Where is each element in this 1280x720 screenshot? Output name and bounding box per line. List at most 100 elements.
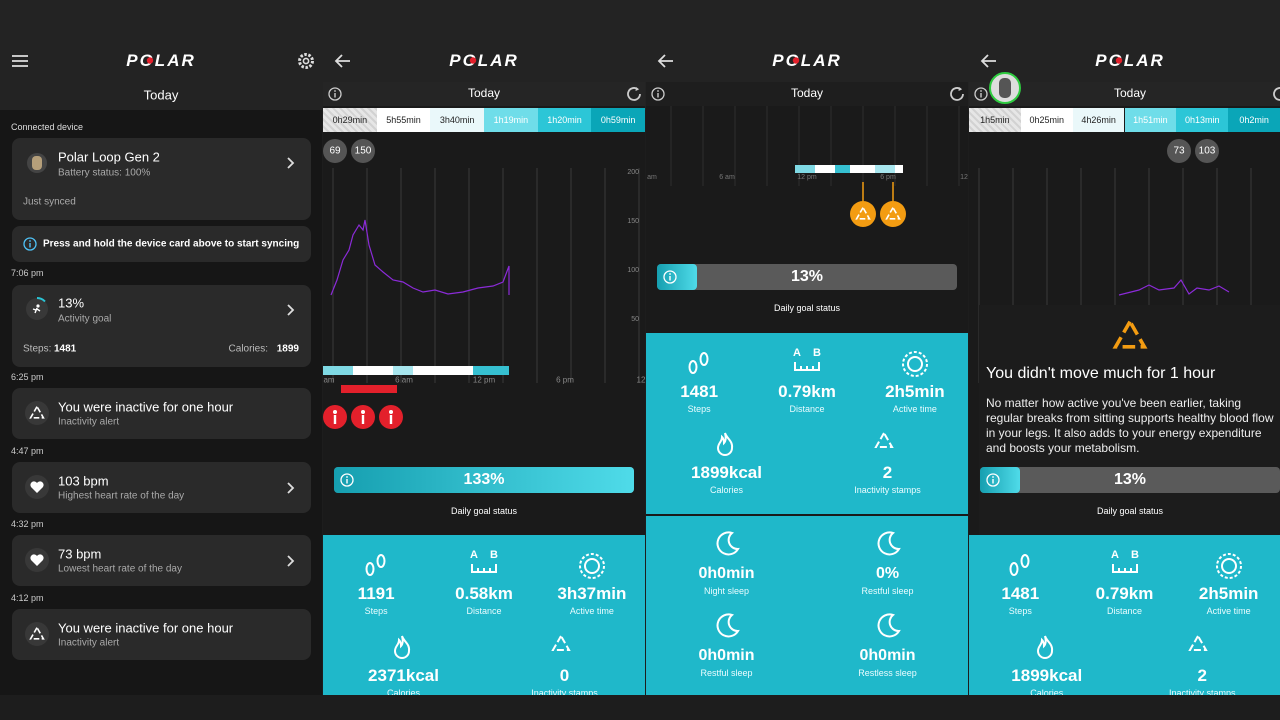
zone-cell [376, 108, 431, 132]
zone-time: 0h59min [600, 114, 636, 125]
panel-title: Today [790, 86, 824, 101]
activity-card[interactable] [12, 285, 311, 367]
device-name: Polar Loop Gen 2 [58, 149, 160, 165]
x-axis-label: 6 am [719, 173, 735, 181]
zone-time: 1h20min [547, 114, 582, 125]
zone-time: 4h26min [1081, 114, 1116, 125]
info-icon[interactable] [651, 87, 665, 101]
event-icon [25, 475, 49, 499]
active-time-icon [578, 553, 605, 579]
x-axis-label: 12 [636, 375, 646, 385]
steps-icon [688, 352, 709, 374]
zone-time: 5h55min [386, 114, 421, 125]
sync-button[interactable] [1271, 85, 1280, 103]
info-icon[interactable] [663, 270, 677, 284]
sleep-icon [877, 531, 901, 556]
distance-letter: A [470, 549, 478, 561]
hr-line [1118, 278, 1230, 296]
active-time-icon [901, 351, 928, 377]
sync-button[interactable] [948, 85, 966, 103]
logo-text: POLAR [1095, 51, 1165, 70]
stat-label: Steps [1008, 605, 1032, 616]
event-subtitle: Inactivity alert [58, 416, 120, 428]
sync-button[interactable] [625, 85, 643, 103]
bottom-bar [0, 695, 1280, 720]
stat-label: Active time [892, 403, 937, 414]
chevron [287, 304, 295, 316]
inactivity-marker [323, 405, 347, 429]
steps-label: Steps: [23, 343, 52, 355]
stat-value: 2h5min [885, 382, 945, 402]
goal-track [657, 264, 957, 290]
info-icon[interactable] [23, 237, 37, 251]
event-card [12, 388, 311, 439]
device-card[interactable] [12, 138, 311, 220]
distance-letter: A [793, 347, 801, 359]
event-icon [25, 548, 49, 572]
stat-label: Calories [386, 687, 421, 698]
info-icon[interactable] [340, 473, 354, 487]
stat-label: Distance [466, 605, 502, 616]
distance-letter: A [1111, 549, 1119, 561]
panel-title: Today [1113, 86, 1147, 101]
device-avatar [989, 72, 1021, 104]
distance-letter: B [1131, 549, 1139, 561]
back-button[interactable] [334, 54, 351, 68]
event-card[interactable] [12, 535, 311, 586]
back-button[interactable] [980, 54, 997, 68]
y-axis-label: 100 [627, 266, 639, 274]
zone-cell [1176, 108, 1229, 132]
event-subtitle: Inactivity alert [58, 637, 120, 649]
zone-time: 0h2min [1239, 114, 1269, 125]
zone-cell [430, 108, 484, 132]
menu-button[interactable] [12, 55, 28, 67]
goal-percent: 13% [790, 267, 824, 285]
event-card[interactable] [12, 462, 311, 513]
zone-time: 0h13min [1184, 114, 1220, 125]
popup-body: No matter how active you've been earlier… [986, 396, 1274, 455]
stat-value: 1481 [1001, 584, 1040, 604]
activity-strip [323, 366, 509, 375]
zone-time: 1h51min [1133, 114, 1168, 125]
stat-value: 1899kcal [691, 463, 762, 483]
steps-icon [365, 554, 386, 576]
popup-icon [1112, 317, 1148, 349]
x-axis-label: 6 pm [880, 173, 896, 181]
event-title: 73 bpm [58, 546, 102, 562]
stat-value: 2371kcal [368, 666, 439, 686]
logo-text: POLAR [772, 51, 842, 70]
sleep-value: 0h0min [698, 564, 755, 582]
stat-value: 0.79km [1095, 584, 1154, 604]
logo-dot [792, 57, 800, 64]
x-axis-label: 12 pm [797, 173, 817, 181]
alert-line [892, 182, 894, 202]
y-axis-label: 200 [627, 168, 639, 176]
stat-label: Inactivity stamps [531, 687, 598, 698]
stat-value: 2 [882, 463, 893, 483]
hint-text: Press and hold the device card above to … [43, 238, 300, 250]
device-battery: Battery status: 100% [58, 167, 151, 179]
sleep-label: Restless sleep [858, 667, 917, 678]
event-subtitle: Highest heart rate of the day [58, 490, 185, 502]
sleep-value: 0h0min [859, 646, 916, 664]
goal-caption: Daily goal status [773, 302, 841, 313]
calories-label: Calories: [228, 343, 268, 355]
hr-badge [1195, 139, 1219, 163]
device-image [27, 153, 47, 173]
sleep-label: Restful sleep [700, 667, 753, 678]
time-label: 4:32 pm [11, 518, 44, 529]
settings-button[interactable] [297, 52, 315, 70]
distance-letter: B [490, 549, 498, 561]
polar-logo: POLAR [1095, 51, 1165, 70]
stat-label: Distance [789, 403, 825, 414]
info-icon[interactable] [986, 473, 1000, 487]
screen-title: Today [143, 87, 179, 103]
time-label: 6:25 pm [11, 371, 44, 382]
stat-value: 3h37min [557, 584, 627, 604]
info-icon[interactable] [974, 87, 988, 101]
steps-value: 1481 [54, 343, 77, 355]
back-button[interactable] [657, 54, 674, 68]
info-icon[interactable] [328, 87, 342, 101]
chevron [287, 482, 295, 494]
